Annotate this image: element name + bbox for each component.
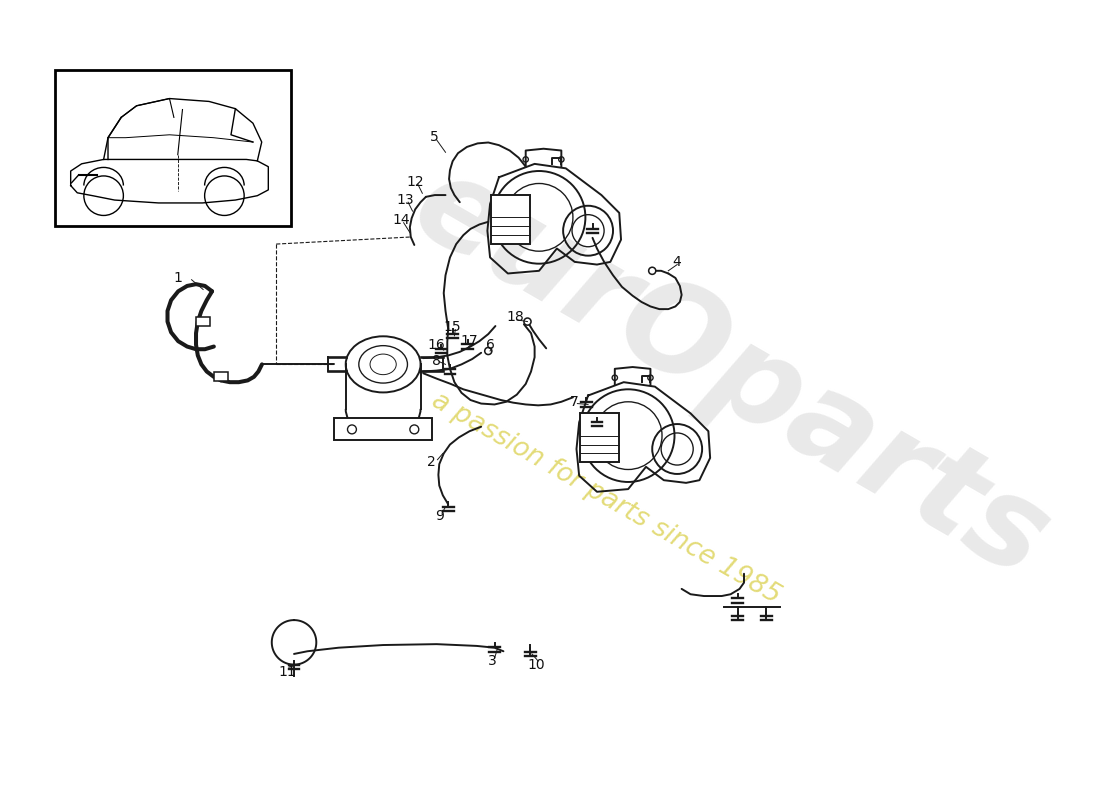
Text: 13: 13: [397, 193, 415, 206]
Text: 15: 15: [443, 320, 461, 334]
Text: 16: 16: [428, 338, 446, 352]
Text: eurOparts: eurOparts: [393, 143, 1069, 603]
Text: 1: 1: [174, 271, 183, 285]
Text: 17: 17: [461, 334, 478, 348]
Text: 12: 12: [406, 174, 424, 189]
Text: 3: 3: [488, 654, 497, 668]
Text: 14: 14: [392, 213, 410, 227]
Text: 5: 5: [430, 130, 438, 144]
Bar: [580, 414, 619, 462]
Text: 2: 2: [427, 455, 436, 470]
Text: 7: 7: [570, 394, 579, 409]
Circle shape: [485, 347, 492, 354]
Text: 10: 10: [528, 658, 546, 672]
Bar: [196, 317, 210, 326]
Bar: [334, 418, 432, 440]
Text: 9: 9: [434, 509, 443, 523]
Bar: [491, 195, 530, 244]
Text: 11: 11: [279, 665, 297, 678]
Text: a passion for parts since 1985: a passion for parts since 1985: [427, 387, 785, 609]
Circle shape: [524, 318, 531, 325]
Bar: [213, 372, 228, 382]
Bar: [55, 70, 292, 226]
Text: 18: 18: [506, 310, 524, 324]
Text: 8: 8: [432, 354, 441, 368]
Text: 6: 6: [485, 338, 495, 352]
Text: 4: 4: [673, 255, 682, 269]
Circle shape: [649, 267, 656, 274]
